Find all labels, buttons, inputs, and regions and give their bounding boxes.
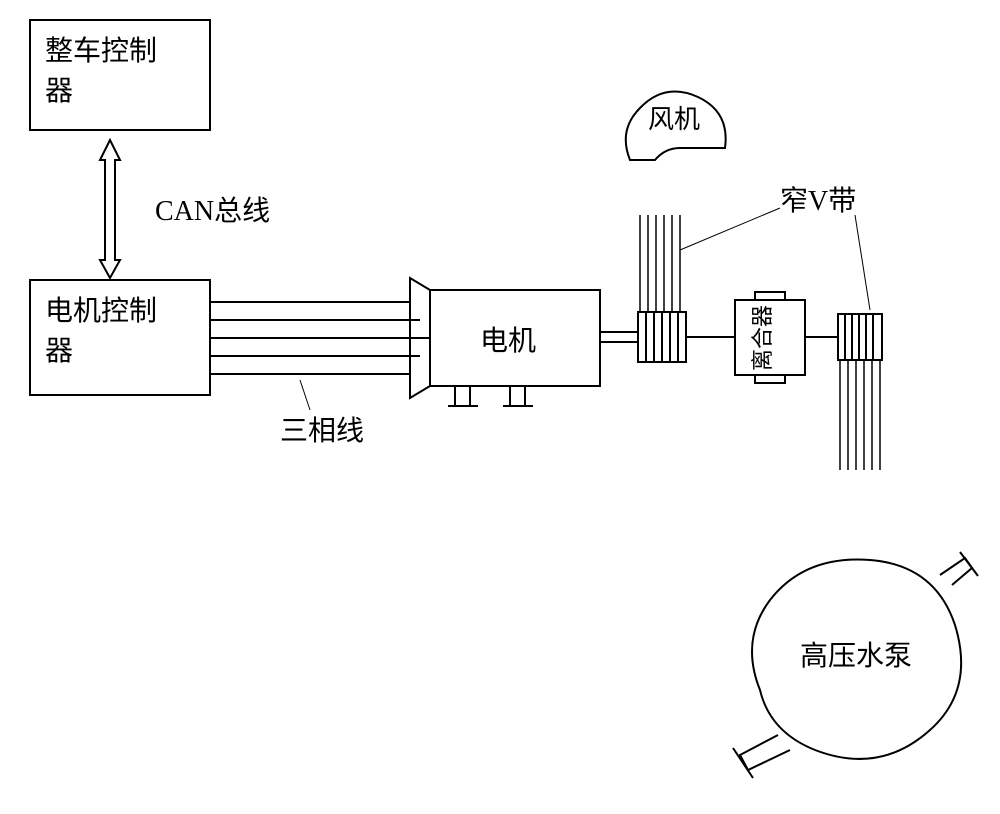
pulley-1 <box>638 312 686 362</box>
pump-belt-lines <box>840 360 880 470</box>
vehicle-controller-label-1: 整车控制 <box>45 35 157 67</box>
narrow-v-belt-label: 窄V带 <box>780 185 856 217</box>
motor-controller-label-1: 电机控制 <box>45 295 157 327</box>
vehicle-controller-label-2: 器 <box>45 76 73 107</box>
clutch-node: 离合器 <box>735 292 805 383</box>
vbelt-leader-2 <box>855 215 870 310</box>
three-phase-leader <box>300 380 310 410</box>
motor-label: 电机 <box>480 325 536 357</box>
vehicle-controller-node: 整车控制 器 <box>30 20 210 130</box>
motor-controller-label-2: 器 <box>45 336 73 367</box>
fan-label: 风机 <box>648 105 700 134</box>
vbelt-leader-1 <box>680 208 780 250</box>
pump-label: 高压水泵 <box>800 640 912 672</box>
can-bus-arrow <box>100 140 120 278</box>
clutch-label: 离合器 <box>750 305 775 371</box>
three-phase-lines <box>210 302 430 374</box>
system-diagram: 整车控制 器 电机控制 器 CAN总线 三相线 电机 <box>0 0 1000 814</box>
pulley-2 <box>838 314 882 360</box>
motor-controller-node: 电机控制 器 <box>30 280 210 395</box>
can-bus-label: CAN总线 <box>155 195 270 227</box>
three-phase-label: 三相线 <box>280 415 364 447</box>
fan-belt-lines <box>640 215 680 312</box>
